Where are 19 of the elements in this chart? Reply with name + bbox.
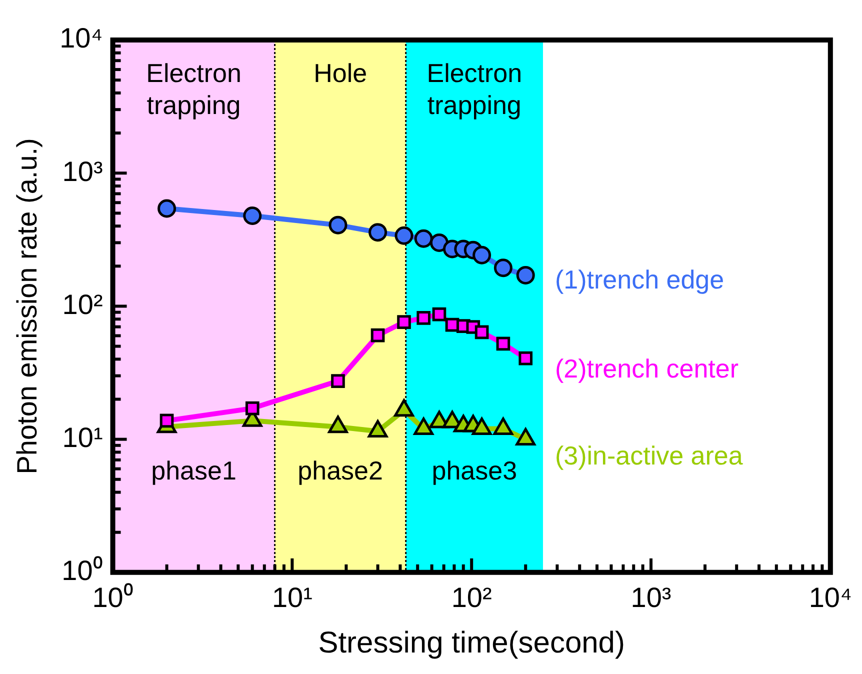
y-tick-label: 10¹ — [62, 422, 103, 454]
annotation: phase2 — [298, 456, 383, 486]
annotation: phase3 — [432, 456, 518, 486]
series-label: (2)trench center — [554, 353, 739, 384]
series-label: (3)in-active area — [554, 440, 744, 470]
x-tick-label: 10³ — [630, 582, 672, 613]
x-axis-title: Stressing time(second) — [318, 626, 625, 660]
x-tick-label: 10¹ — [272, 582, 312, 613]
y-axis-title: Photon emission rate (a.u.) — [12, 138, 43, 474]
x-tick-label: 10⁴ — [808, 582, 852, 613]
x-tick-label: 10² — [451, 582, 492, 613]
band-label: Hole — [314, 58, 368, 88]
series-label: (1)trench edge — [554, 264, 724, 294]
y-tick-label: 10² — [62, 288, 103, 320]
annotation: phase1 — [151, 456, 236, 486]
y-tick-label: 10³ — [62, 156, 103, 187]
band-label: Electron trapping — [426, 58, 522, 120]
y-tick-label: 10⁴ — [60, 22, 103, 54]
band-label: Electron trapping — [146, 58, 242, 120]
